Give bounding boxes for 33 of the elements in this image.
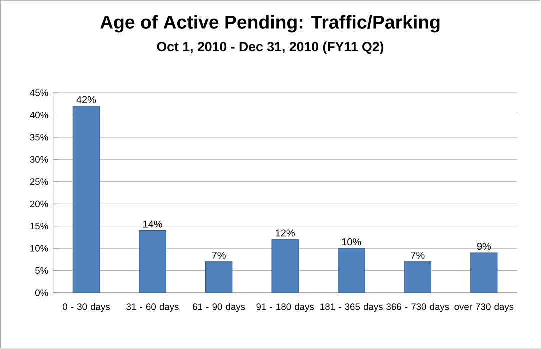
chart-subtitle: Oct 1, 2010 - Dec 31, 2010 (FY11 Q2) [157,42,384,54]
y-tick-label: 20% [30,200,48,208]
x-tick-label: 31 - 60 days [126,303,179,312]
data-label: 9% [477,242,492,250]
bar [338,248,366,293]
bar [72,106,100,293]
x-tick-label: 181 - 365 days [320,303,383,312]
y-tick-label: 40% [30,112,48,119]
x-tick-label: 0 - 30 days [62,303,110,312]
data-label: 7% [411,252,425,259]
y-tick-label: 30% [30,156,48,163]
bar [404,262,432,293]
y-tick-label: 45% [30,90,48,96]
chart-title: Age of Active Pending: Traffic/Parking [100,15,440,33]
y-tick-label: 25% [30,178,48,186]
bar [139,230,166,293]
y-tick-label: 5% [36,268,48,274]
x-tick-label: 366 - 730 days [386,303,450,312]
data-label: 7% [212,252,226,259]
bar [470,252,498,293]
x-tick-label: over 730 days [454,303,514,312]
y-tick-label: 15% [30,223,48,230]
data-label: 14% [144,220,162,228]
bar [272,239,299,293]
y-tick-label: 10% [30,245,48,252]
data-label: 42% [76,96,96,104]
bar [205,262,233,293]
data-label: 12% [276,230,295,237]
data-label: 10% [342,238,362,246]
x-tick-label: 61 - 90 days [193,303,246,312]
y-tick-label: 0% [35,290,48,296]
x-tick-label: 91 - 180 days [256,303,314,312]
y-tick-label: 35% [30,134,48,141]
